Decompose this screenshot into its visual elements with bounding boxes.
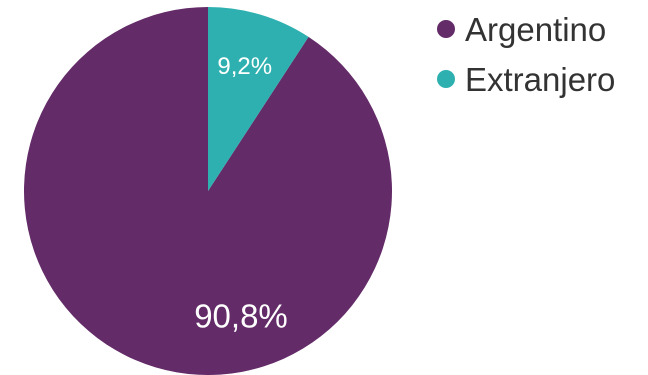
legend-label-extranjero: Extranjero	[465, 60, 616, 98]
pie-slice-argentino[interactable]	[24, 7, 393, 375]
data-label-argentino: 90,8%	[194, 298, 288, 335]
legend-swatch-argentino	[437, 20, 455, 38]
legend-item-argentino[interactable]: Argentino	[437, 4, 615, 54]
legend-label-argentino: Argentino	[465, 10, 607, 48]
legend-item-extranjero[interactable]: Extranjero	[437, 54, 615, 104]
pie-slice-extranjero[interactable]	[208, 7, 309, 191]
legend-swatch-extranjero	[437, 70, 455, 88]
data-label-extranjero: 9,2%	[217, 53, 272, 80]
legend: Argentino Extranjero	[437, 4, 615, 104]
